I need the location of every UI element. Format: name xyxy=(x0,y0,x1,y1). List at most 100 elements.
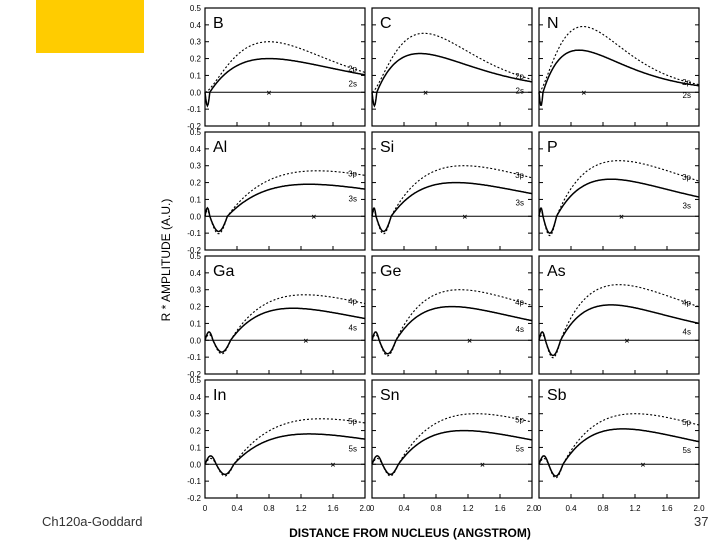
element-label: In xyxy=(213,387,226,404)
y-tick-label: 0.1 xyxy=(190,443,202,452)
x-tick-label: 1.6 xyxy=(661,504,673,513)
element-label: Sb xyxy=(547,387,567,404)
series-label-p: 3p xyxy=(515,171,524,180)
y-tick-label: 0.3 xyxy=(190,38,202,47)
panel-in: 0.5 0.4 0.3 0.2 0.1 0.0 -0.1 -0.20 0.4 0.8 1.2 1.6 2… xyxy=(187,376,371,513)
radius-marker: × xyxy=(581,88,586,97)
y-tick-label: -0.2 xyxy=(187,122,201,131)
series-4p xyxy=(204,294,366,355)
series-label-p: 4p xyxy=(515,298,524,307)
x-tick-label: 0.8 xyxy=(430,504,442,513)
series-3p xyxy=(371,165,533,235)
panel-sb: 0 0.4 0.8 1.2 1.6 2.0 × Sb 5p 5s xyxy=(537,379,705,513)
footer-course-label: Ch120a-Goddard xyxy=(42,514,143,529)
y-tick-label: 0.3 xyxy=(190,286,202,295)
element-label: Si xyxy=(380,139,394,156)
series-label-p: 2p xyxy=(348,65,357,74)
radius-marker: × xyxy=(641,460,646,469)
series-2s xyxy=(538,49,700,106)
panel-n: × N 2p 2s xyxy=(538,7,700,127)
series-2s xyxy=(371,52,533,108)
series-4s xyxy=(204,307,366,353)
y-tick-label: 0.0 xyxy=(190,212,202,221)
series-label-s: 5s xyxy=(683,446,691,455)
element-label: Ga xyxy=(213,263,234,280)
series-label-s: 4s xyxy=(683,328,691,337)
radius-marker: × xyxy=(303,336,308,345)
y-tick-label: 0.0 xyxy=(190,88,202,97)
element-label: Sn xyxy=(380,387,400,404)
page-number: 37 xyxy=(694,514,709,529)
y-tick-label: -0.1 xyxy=(187,229,201,238)
y-tick-label: 0.4 xyxy=(190,269,202,278)
x-tick-label: 1.6 xyxy=(494,504,506,513)
y-tick-label: 0.1 xyxy=(190,195,202,204)
y-tick-label: -0.2 xyxy=(187,494,201,503)
y-tick-label: -0.2 xyxy=(187,370,201,379)
panel-frame xyxy=(371,255,533,375)
x-tick-label: 2.0 xyxy=(693,504,705,513)
panel-sn: 0 0.4 0.8 1.2 1.6 2.0 × Sn 5p 5s xyxy=(370,379,538,513)
series-label-p: 3p xyxy=(348,170,357,179)
series-label-s: 4s xyxy=(349,323,357,332)
radius-marker: × xyxy=(625,336,630,345)
x-tick-label: 1.6 xyxy=(327,504,339,513)
y-tick-label: -0.1 xyxy=(187,105,201,114)
series-label-s: 5s xyxy=(516,445,524,454)
x-tick-label: 1.2 xyxy=(295,504,307,513)
x-tick-label: 2.0 xyxy=(526,504,538,513)
y-tick-label: 0.3 xyxy=(190,410,202,419)
series-3s xyxy=(371,181,533,233)
panel-frame xyxy=(204,379,366,499)
x-tick-label: 0.8 xyxy=(263,504,275,513)
radial-wavefunction-figure: 0.5 0.4 0.3 0.2 0.1 0.0 -0.1 -0.2 × B 2p 2s × C 2p 2s × N… xyxy=(159,4,705,540)
series-label-s: 4s xyxy=(516,325,524,334)
panel-frame xyxy=(371,7,533,127)
x-axis-label: DISTANCE FROM NUCLEUS (ANGSTROM) xyxy=(289,526,531,540)
y-tick-label: 0.0 xyxy=(190,460,202,469)
element-label: Ge xyxy=(380,263,401,280)
y-tick-label: 0.2 xyxy=(190,303,202,312)
y-tick-label: 0.2 xyxy=(190,427,202,436)
series-4s xyxy=(538,304,700,357)
panel-frame xyxy=(371,131,533,251)
x-tick-label: 0.4 xyxy=(398,504,410,513)
y-tick-label: 0.5 xyxy=(190,128,202,137)
x-tick-label: 2.0 xyxy=(359,504,371,513)
x-tick-label: 0.8 xyxy=(597,504,609,513)
y-tick-label: 0.1 xyxy=(190,319,202,328)
y-tick-label: 0.4 xyxy=(190,21,202,30)
series-label-p: 5p xyxy=(348,417,357,426)
element-label: C xyxy=(380,15,392,32)
accent-block xyxy=(36,0,144,53)
element-label: P xyxy=(547,139,558,156)
y-tick-label: 0.4 xyxy=(190,145,202,154)
series-5p xyxy=(371,413,533,477)
series-5p xyxy=(538,413,700,479)
y-tick-label: 0.0 xyxy=(190,336,202,345)
series-label-p: 4p xyxy=(682,299,691,308)
radius-marker: × xyxy=(423,88,428,97)
panel-al: 0.5 0.4 0.3 0.2 0.1 0.0 -0.1 -0.2 × Al 3p 3s xyxy=(187,128,366,255)
panel-b: 0.5 0.4 0.3 0.2 0.1 0.0 -0.1 -0.2 × B 2p 2s xyxy=(187,4,366,131)
series-5s xyxy=(538,428,700,477)
x-tick-label: 0.4 xyxy=(231,504,243,513)
series-label-s: 2s xyxy=(516,87,524,96)
panel-frame xyxy=(204,255,366,375)
series-label-s: 3s xyxy=(516,198,524,207)
series-label-p: 2p xyxy=(682,78,691,87)
series-label-p: 2p xyxy=(515,72,524,81)
y-tick-label: -0.1 xyxy=(187,477,201,486)
panel-grid: 0.5 0.4 0.3 0.2 0.1 0.0 -0.1 -0.2 × B 2p 2s × C 2p 2s × N… xyxy=(187,4,705,513)
series-2s xyxy=(204,57,366,108)
panel-frame xyxy=(204,7,366,127)
x-tick-label: 0.4 xyxy=(565,504,577,513)
series-label-s: 2s xyxy=(349,80,357,89)
series-2p xyxy=(538,25,700,93)
series-5s xyxy=(371,429,533,476)
y-tick-label: 0.4 xyxy=(190,393,202,402)
series-5s xyxy=(204,433,366,476)
y-tick-label: 0.5 xyxy=(190,376,202,385)
y-tick-label: 0.2 xyxy=(190,179,202,188)
panel-ga: 0.5 0.4 0.3 0.2 0.1 0.0 -0.1 -0.2 × Ga 4p 4s xyxy=(187,252,366,379)
